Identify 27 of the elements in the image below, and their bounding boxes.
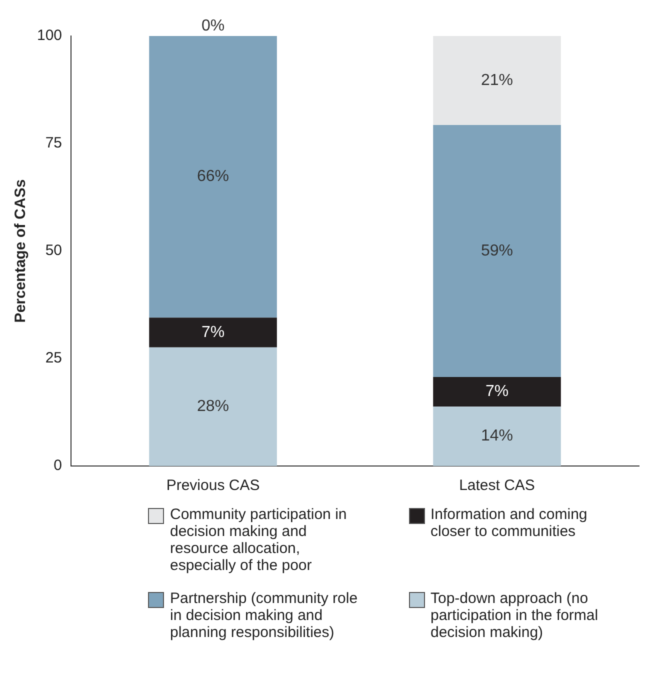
- data-label: 28%: [197, 398, 230, 416]
- data-label: 0%: [201, 17, 225, 34]
- data-label: 7%: [201, 324, 225, 341]
- data-label: 59%: [480, 242, 514, 260]
- y-tick-label: 100: [36, 27, 62, 44]
- y-axis-title: Percentage of CASs: [12, 179, 30, 323]
- y-tick-label: 50: [45, 242, 62, 260]
- bar: [149, 36, 277, 318]
- data-label: 66%: [197, 168, 230, 186]
- legend-label: Partnership (community role in decision making and planning responsibilities): [170, 590, 359, 641]
- bar: [433, 406, 561, 466]
- legend-label: Information and coming closer to communities: [430, 506, 588, 540]
- x-tick-label: Previous CAS: [166, 477, 260, 494]
- legend-label: Community participation in decision making and resource allocation, especially of the poor: [170, 506, 348, 574]
- bar: [433, 125, 561, 377]
- bar: [433, 36, 561, 126]
- y-tick-label: 75: [45, 134, 62, 152]
- y-tick-label: 25: [45, 350, 62, 367]
- data-label: 7%: [485, 383, 509, 400]
- bar: [149, 347, 277, 466]
- y-tick-label: 0: [54, 457, 62, 474]
- data-label: 21%: [480, 72, 514, 89]
- legend-label: Top-down approach (no participation in the formal decision making): [430, 590, 600, 641]
- bar: [433, 376, 561, 407]
- bar: [149, 318, 277, 348]
- data-label: 14%: [480, 428, 514, 445]
- x-tick-label: Latest CAS: [459, 477, 535, 494]
